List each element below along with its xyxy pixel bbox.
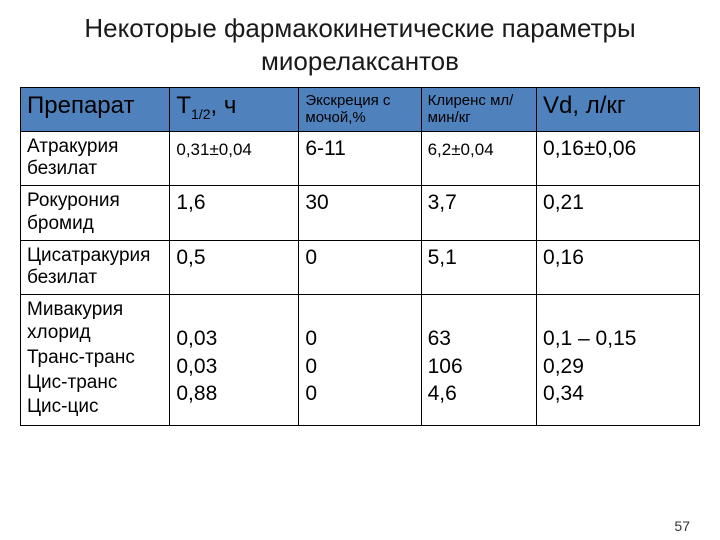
page-number: 57 [674, 518, 690, 534]
cell-clr: 63 106 4,6 [421, 295, 536, 426]
title-line-1: Некоторые фармакокинетические параметры [84, 13, 635, 43]
cell-vd: 0,16±0,06 [537, 131, 700, 186]
col-drug: Препарат [21, 88, 170, 132]
col-excretion: Экскреция с мочой,% [299, 88, 421, 132]
col-t12-label: T1/2, ч [176, 92, 236, 119]
cell-clr: 3,7 [421, 186, 536, 241]
cell-t12: 1,6 [170, 186, 299, 241]
table-row: Атракурия безилат 0,31±0,04 6-11 6,2±0,0… [21, 131, 700, 186]
slide: Некоторые фармакокинетические параметры … [0, 0, 720, 540]
cell-excr: 0 0 0 [299, 295, 421, 426]
col-vd: Vd, л/кг [537, 88, 700, 132]
table-body: Атракурия безилат 0,31±0,04 6-11 6,2±0,0… [21, 131, 700, 426]
cell-excr: 6-11 [299, 131, 421, 186]
title-line-2: миорелаксантов [261, 46, 459, 76]
cell-vd: 0,16 [537, 240, 700, 295]
table-row: Цисатракурия безилат 0,5 0 5,1 0,16 [21, 240, 700, 295]
col-t12: T1/2, ч [170, 88, 299, 132]
cell-drug: Рокурония бромид [21, 186, 170, 241]
table-header-row: Препарат T1/2, ч Экскреция с мочой,% Кли… [21, 88, 700, 132]
cell-vd: 0,1 – 0,15 0,29 0,34 [537, 295, 700, 426]
cell-vd: 0,21 [537, 186, 700, 241]
cell-clr: 5,1 [421, 240, 536, 295]
cell-excr: 30 [299, 186, 421, 241]
pk-table: Препарат T1/2, ч Экскреция с мочой,% Кли… [20, 87, 700, 426]
cell-clr: 6,2±0,04 [421, 131, 536, 186]
cell-t12: 0,31±0,04 [170, 131, 299, 186]
cell-excr: 0 [299, 240, 421, 295]
cell-drug: Мивакурия хлорид Транс-транс Цис-транс Ц… [21, 295, 170, 426]
cell-t12: 0,03 0,03 0,88 [170, 295, 299, 426]
table-row: Рокурония бромид 1,6 30 3,7 0,21 [21, 186, 700, 241]
cell-t12: 0,5 [170, 240, 299, 295]
col-clearance: Клиренс мл/мин/кг [421, 88, 536, 132]
table-row: Мивакурия хлорид Транс-транс Цис-транс Ц… [21, 295, 700, 426]
cell-drug: Цисатракурия безилат [21, 240, 170, 295]
slide-title: Некоторые фармакокинетические параметры … [20, 12, 700, 77]
cell-drug: Атракурия безилат [21, 131, 170, 186]
